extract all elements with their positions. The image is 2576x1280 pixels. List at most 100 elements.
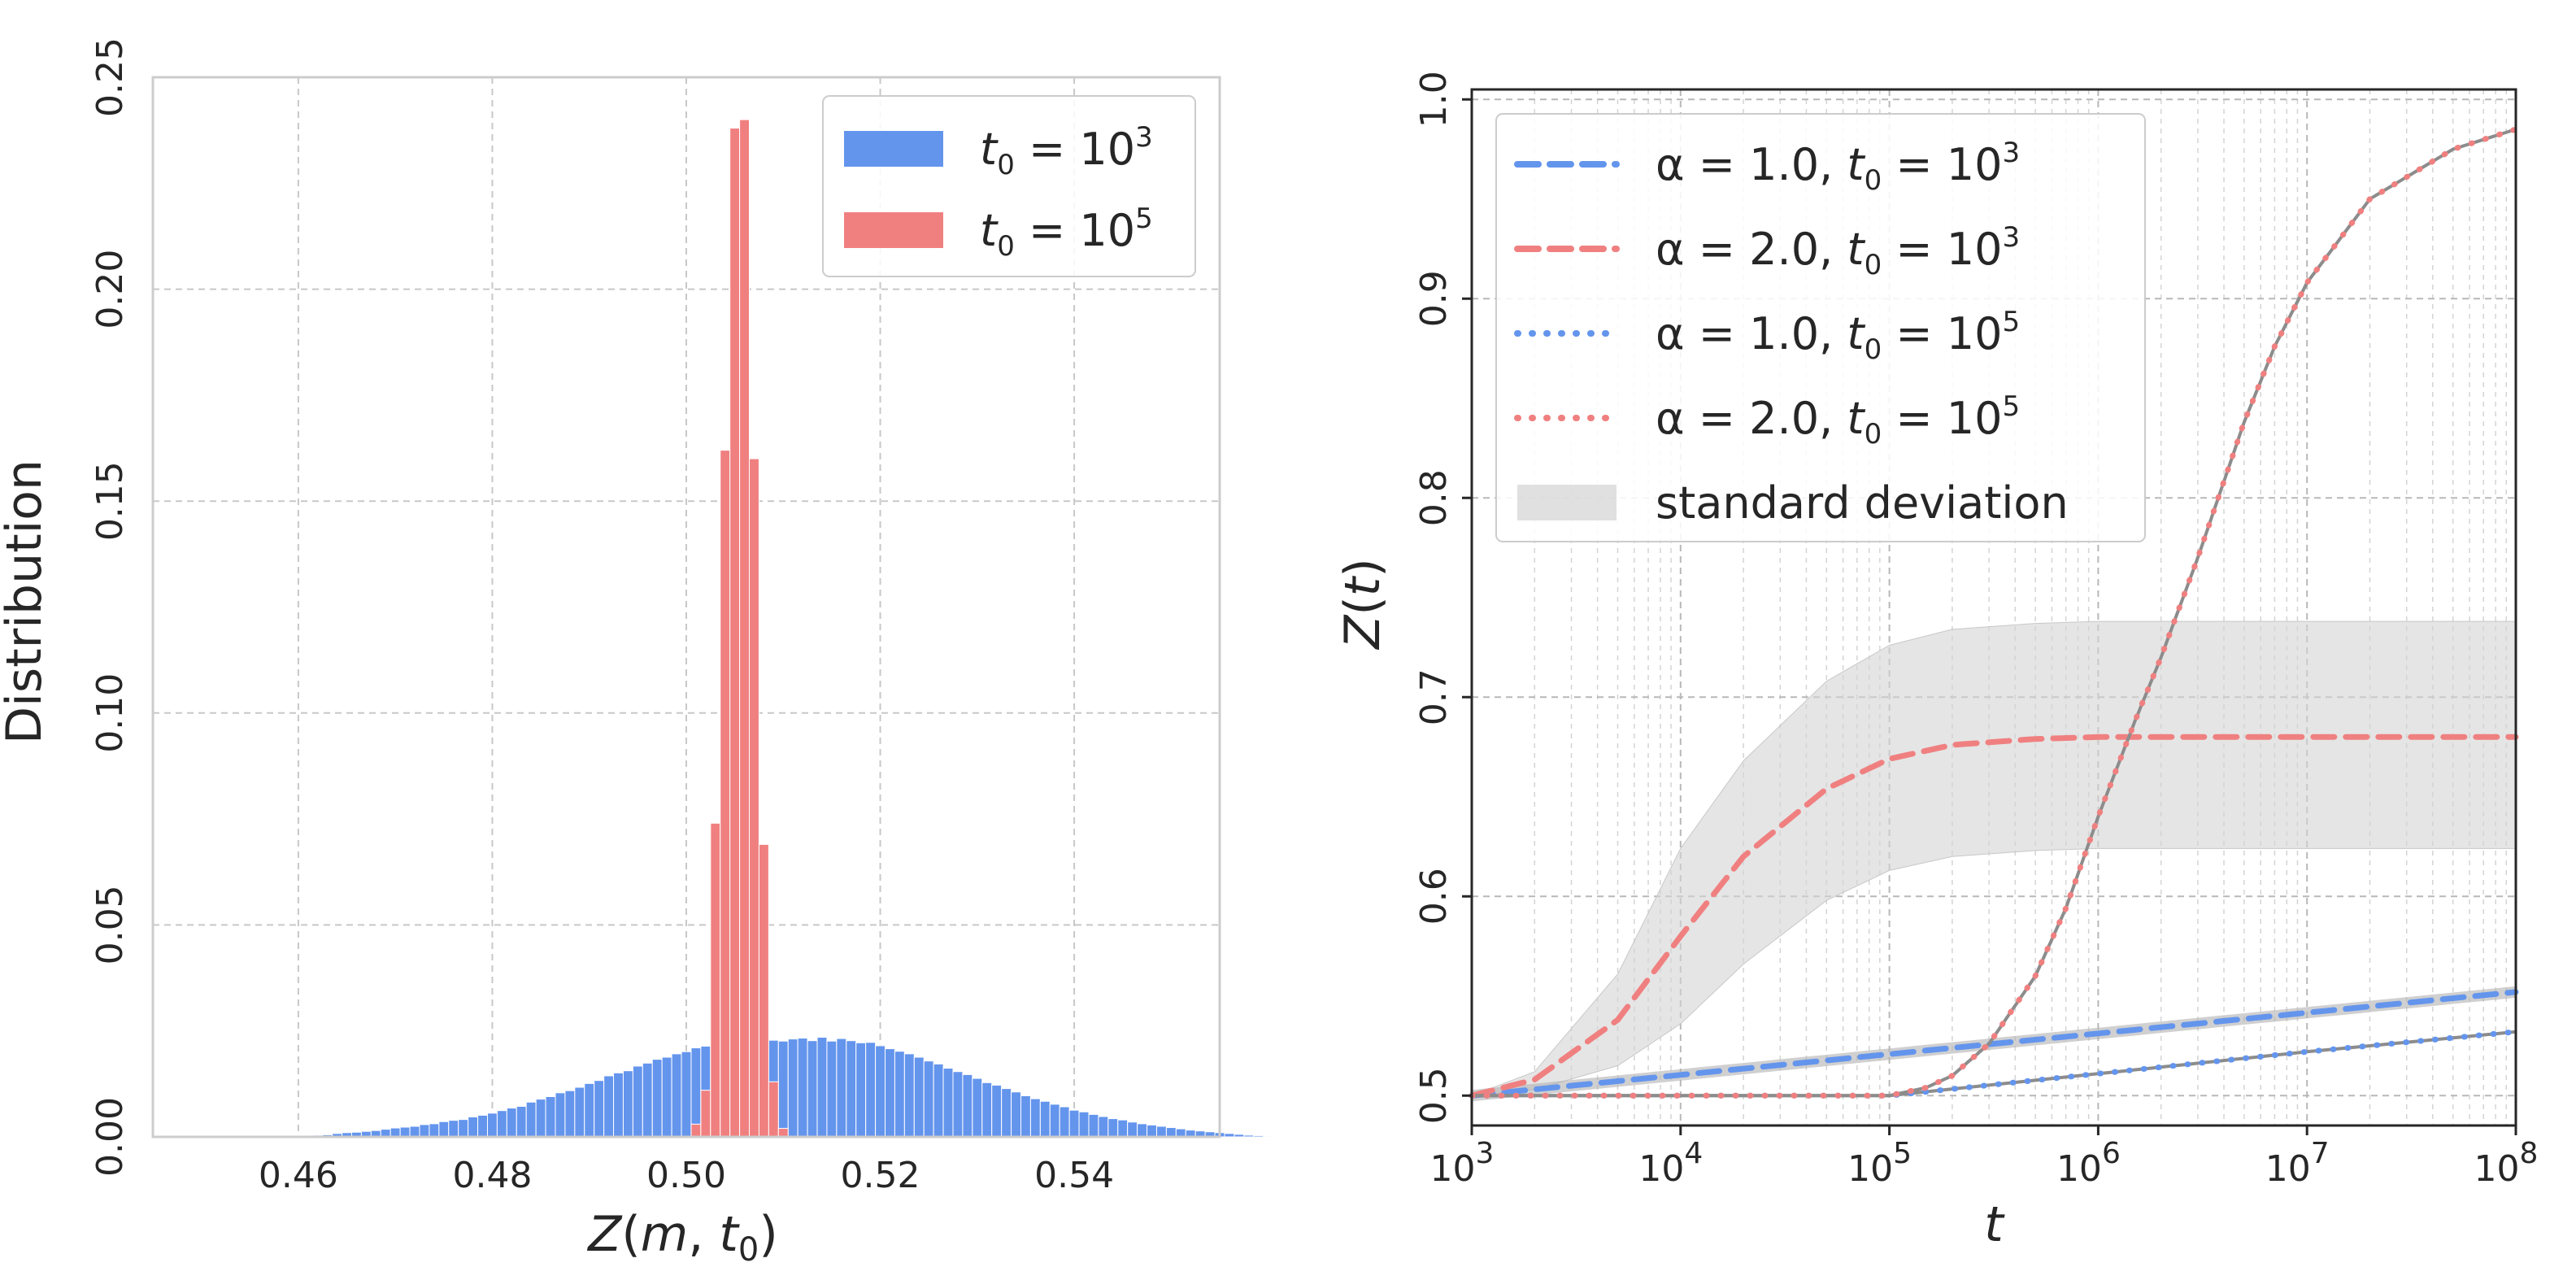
line-chart-x-tick-label: 106 — [2056, 1137, 2121, 1190]
histogram-bar-t0-1e3 — [981, 1082, 993, 1138]
histogram-bar-t0-1e3 — [399, 1126, 411, 1138]
histogram-bar-t0-1e3 — [555, 1092, 566, 1138]
histogram-bar-t0-1e3 — [545, 1095, 556, 1138]
histogram-bar-t0-1e3 — [1020, 1095, 1031, 1138]
histogram-bar-t0-1e3 — [836, 1038, 847, 1138]
histogram-bar-t0-1e3 — [1049, 1104, 1060, 1138]
line-chart: 103 104 105 106 107 108 0.5 0.6 0.7 0.8 0.9 1.0 Z(… — [1334, 71, 2538, 1253]
histogram-bar-t0-1e3 — [865, 1042, 877, 1138]
line-chart-x-tick-label: 107 — [2265, 1137, 2330, 1190]
line-series-1 — [1469, 989, 2519, 1099]
histogram-bar-t0-1e5 — [700, 1090, 711, 1138]
histogram-bar-t0-1e3 — [468, 1117, 479, 1138]
histogram-x-tick-label: 0.52 — [841, 1155, 920, 1196]
histogram-bar-t0-1e5 — [749, 458, 759, 1138]
line-chart-y-tick-label: 0.9 — [1413, 270, 1455, 327]
line-chart-y-ticks: 0.5 0.6 0.7 0.8 0.9 1.0 — [1413, 71, 1472, 1124]
histogram-legend-label: t0 = 103 — [980, 121, 1153, 181]
histogram-bar-t0-1e3 — [913, 1056, 925, 1138]
histogram-bar-t0-1e3 — [875, 1045, 886, 1138]
histogram-bar-t0-1e3 — [448, 1120, 459, 1138]
line-chart-x-tick-label: 108 — [2474, 1137, 2539, 1190]
histogram-bar-t0-1e3 — [603, 1075, 615, 1138]
line-chart-legend: α = 1.0, t0 = 103 α = 2.0, t0 = 103 α = 1.… — [1495, 113, 2146, 542]
histogram-x-tick-label: 0.50 — [646, 1155, 726, 1196]
histogram-y-tick-label: 0.15 — [89, 461, 131, 541]
histogram-bar-t0-1e3 — [1137, 1123, 1148, 1138]
histogram-bar-t0-1e3 — [1117, 1119, 1129, 1138]
histogram-bar-t0-1e3 — [1078, 1111, 1090, 1138]
histogram-y-tick-label: 0.00 — [89, 1097, 131, 1177]
histogram-bar-t0-1e3 — [1147, 1124, 1157, 1138]
line-chart-legend-box — [1495, 113, 2146, 542]
line-chart-y-tick-label: 1.0 — [1413, 71, 1455, 128]
histogram-bar-t0-1e3 — [787, 1038, 798, 1138]
histogram-bar-t0-1e3 — [962, 1073, 973, 1138]
histogram-bar-t0-1e3 — [564, 1090, 576, 1138]
line-series-underlay — [1472, 128, 2517, 1098]
histogram-y-label: Distribution — [0, 459, 53, 744]
line-series-2 — [1469, 734, 2519, 1099]
histogram-bar-t0-1e3 — [584, 1082, 595, 1138]
histogram-bar-t0-1e3 — [1253, 1134, 1264, 1138]
histogram-bar-t0-1e3 — [496, 1110, 507, 1138]
histogram-bar-t0-1e3 — [1243, 1134, 1255, 1138]
histogram-bar-t0-1e3 — [1127, 1121, 1138, 1138]
histogram-bar-t0-1e3 — [1224, 1133, 1235, 1138]
histogram-bar-t0-1e3 — [903, 1053, 915, 1138]
histogram-bar-t0-1e3 — [1107, 1118, 1119, 1138]
histogram-bar-t0-1e3 — [797, 1038, 808, 1138]
line-chart-y-tick-label: 0.6 — [1413, 868, 1455, 925]
histogram-bar-t0-1e5 — [720, 450, 731, 1138]
histogram-y-ticks: 0.00 0.05 0.10 0.15 0.20 0.25 — [89, 37, 131, 1177]
histogram-bar-t0-1e3 — [942, 1068, 954, 1138]
histogram-bar-t0-1e3 — [613, 1072, 624, 1138]
histogram-bar-t0-1e3 — [991, 1084, 1003, 1138]
line-chart-legend-label: α = 1.0, t0 = 103 — [1656, 137, 2020, 197]
histogram-bar-t0-1e3 — [1011, 1091, 1021, 1138]
histogram-bar-t0-1e3 — [651, 1059, 663, 1138]
histogram-bar-t0-1e3 — [486, 1112, 498, 1138]
histogram-bar-t0-1e3 — [952, 1071, 964, 1138]
histogram-bar-t0-1e3 — [1068, 1109, 1080, 1138]
line-chart-x-tick-label: 103 — [1430, 1137, 1495, 1190]
line-chart-legend-label: α = 2.0, t0 = 105 — [1656, 390, 2020, 451]
histogram-x-tick-label: 0.54 — [1034, 1155, 1114, 1196]
line-chart-legend-band-swatch — [1517, 485, 1617, 520]
histogram-bars — [293, 119, 1274, 1138]
histogram-bar-t0-1e3 — [622, 1070, 633, 1138]
histogram-frame — [151, 76, 1221, 1139]
histogram-bar-t0-1e5 — [739, 119, 751, 1138]
line-chart-series — [1469, 126, 2519, 1102]
histogram-bar-t0-1e5 — [710, 822, 721, 1138]
histogram-x-ticks: 0.46 0.48 0.50 0.52 0.54 — [259, 1155, 1114, 1196]
histogram-bar-t0-1e3 — [855, 1042, 867, 1138]
histogram-x-tick-label: 0.46 — [259, 1155, 338, 1196]
histogram-bar-t0-1e3 — [816, 1037, 828, 1138]
line-chart-y-tick-label: 0.5 — [1413, 1067, 1455, 1124]
histogram-x-tick-label: 0.48 — [452, 1155, 532, 1196]
histogram-bar-t0-1e3 — [923, 1060, 934, 1138]
histogram-bar-t0-1e3 — [458, 1119, 469, 1138]
histogram-bar-t0-1e3 — [690, 1047, 702, 1138]
histogram-bar-t0-1e3 — [777, 1040, 789, 1138]
histogram-bar-t0-1e3 — [574, 1086, 585, 1138]
histogram-bar-t0-1e3 — [1039, 1100, 1051, 1138]
line-chart-x-label: t — [1984, 1196, 2005, 1253]
histogram-bar-t0-1e3 — [933, 1063, 944, 1138]
histogram-bar-t0-1e3 — [1263, 1135, 1274, 1138]
line-chart-legend-label: α = 1.0, t0 = 105 — [1656, 306, 2020, 366]
histogram-bar-t0-1e3 — [972, 1078, 983, 1138]
histogram-chart: 0.46 0.48 0.50 0.52 0.54 0.00 0.05 0.10 0.15 0.2… — [0, 37, 1274, 1269]
histogram-bar-t0-1e3 — [389, 1127, 401, 1138]
histogram-bar-t0-1e3 — [807, 1040, 818, 1138]
line-chart-x-tick-label: 105 — [1847, 1137, 1912, 1190]
histogram-bar-t0-1e3 — [1234, 1134, 1245, 1138]
histogram-bar-t0-1e3 — [885, 1048, 895, 1138]
histogram-bar-t0-1e3 — [846, 1040, 857, 1138]
histogram-legend-swatch — [844, 131, 943, 167]
line-chart-frame — [1470, 88, 2517, 1127]
histogram-bar-t0-1e3 — [1001, 1088, 1012, 1138]
histogram-bar-t0-1e5 — [758, 843, 769, 1138]
